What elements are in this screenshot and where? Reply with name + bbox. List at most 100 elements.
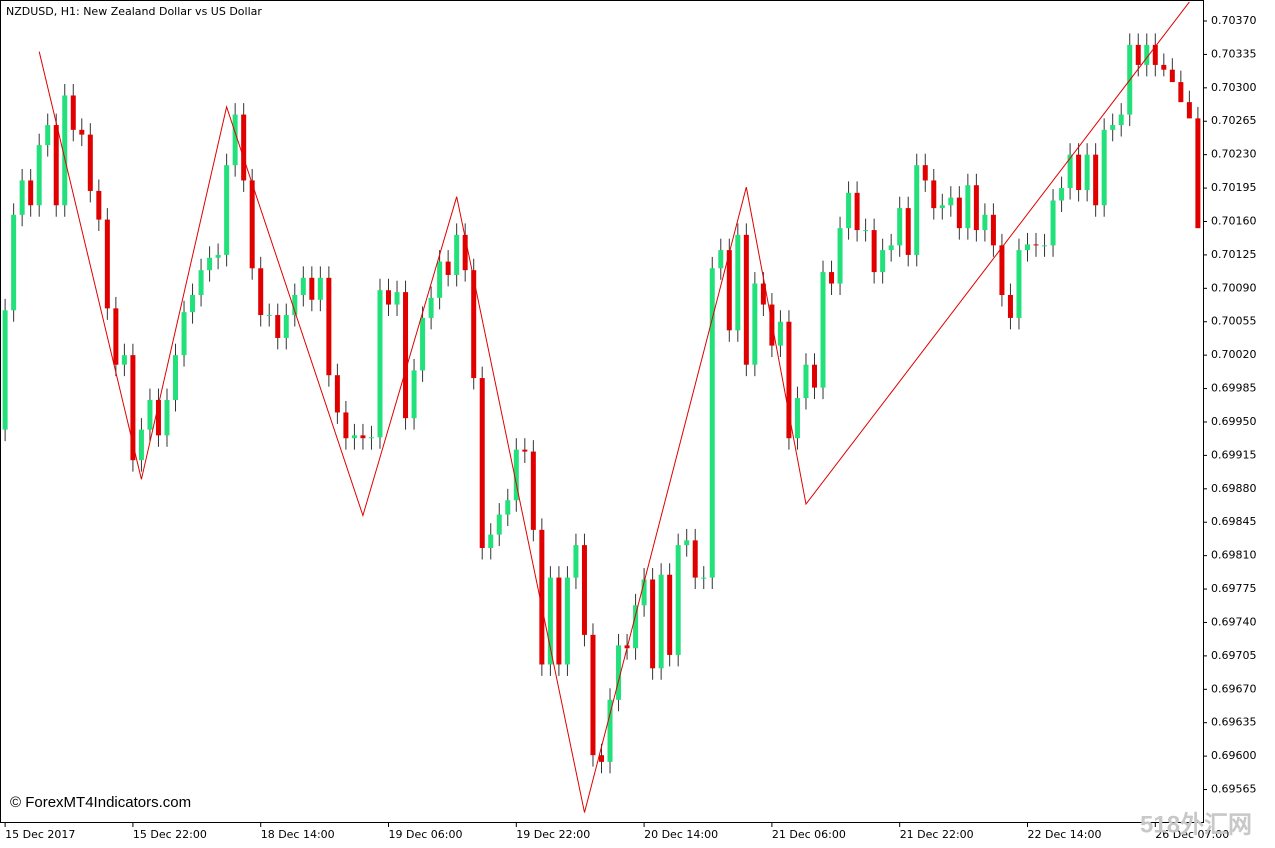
candle-body bbox=[641, 579, 647, 606]
candle-body bbox=[411, 370, 417, 419]
candle-body bbox=[334, 375, 340, 413]
candle-body bbox=[130, 355, 136, 461]
candle-body bbox=[1118, 114, 1124, 126]
candle-body bbox=[1067, 154, 1073, 189]
y-tick-label: 0.70265 bbox=[1211, 114, 1257, 127]
candle-body bbox=[488, 534, 494, 548]
candle-body bbox=[709, 268, 715, 578]
candle-body bbox=[999, 245, 1005, 296]
candle-body bbox=[215, 254, 221, 258]
candle-body bbox=[113, 308, 119, 365]
candle-body bbox=[1007, 295, 1013, 318]
candle-body bbox=[811, 364, 817, 388]
candle-body bbox=[53, 125, 59, 206]
candle-body bbox=[1033, 244, 1039, 246]
candle-body bbox=[173, 355, 179, 401]
candle-body bbox=[522, 449, 528, 452]
candle-body bbox=[786, 321, 792, 439]
candle-body bbox=[752, 283, 758, 365]
candle-body bbox=[36, 145, 42, 206]
candle-body bbox=[368, 437, 374, 439]
candle-body bbox=[829, 272, 835, 284]
y-tick-label: 0.70370 bbox=[1211, 14, 1257, 27]
candle-body bbox=[897, 208, 903, 246]
y-tick-label: 0.69915 bbox=[1211, 448, 1257, 461]
x-tick-label: 21 Dec 06:00 bbox=[772, 828, 846, 841]
candle-body bbox=[326, 277, 332, 376]
candle-body bbox=[1110, 125, 1116, 130]
chart-title: NZDUSD, H1: New Zealand Dollar vs US Dol… bbox=[6, 5, 262, 18]
candle-body bbox=[181, 312, 187, 356]
candle-body bbox=[249, 180, 255, 269]
candle-body bbox=[360, 435, 366, 439]
candle-body bbox=[377, 290, 383, 438]
x-tick-label: 18 Dec 14:00 bbox=[261, 828, 335, 841]
y-tick-label: 0.70055 bbox=[1211, 315, 1257, 328]
candle-body bbox=[232, 114, 238, 166]
y-tick-label: 0.69985 bbox=[1211, 382, 1257, 395]
candle-body bbox=[982, 214, 988, 231]
candle-body bbox=[616, 645, 622, 700]
candle-body bbox=[386, 290, 392, 305]
y-tick-label: 0.70195 bbox=[1211, 181, 1257, 194]
candle-body bbox=[45, 125, 51, 146]
candle-body bbox=[590, 634, 596, 756]
y-tick-label: 0.69950 bbox=[1211, 415, 1257, 428]
candle-body bbox=[599, 755, 604, 762]
plot-frame bbox=[0, 0, 1204, 823]
candle-body bbox=[2, 310, 8, 430]
candle-body bbox=[479, 378, 485, 548]
candle-body bbox=[445, 261, 451, 275]
candle-body bbox=[692, 540, 698, 578]
y-tick-label: 0.69810 bbox=[1211, 549, 1257, 562]
candle-body bbox=[1059, 188, 1065, 201]
candle-body bbox=[837, 228, 843, 284]
y-tick-label: 0.70300 bbox=[1211, 81, 1257, 94]
candle-body bbox=[905, 208, 911, 255]
x-tick-label: 19 Dec 06:00 bbox=[389, 828, 463, 841]
candle-body bbox=[437, 261, 443, 298]
candle-body bbox=[155, 400, 161, 436]
candle-body bbox=[1135, 44, 1141, 65]
candle-body bbox=[471, 270, 477, 379]
candle-body bbox=[743, 234, 749, 365]
candle-body bbox=[948, 197, 954, 206]
candle-body bbox=[505, 500, 511, 515]
candle-body bbox=[198, 270, 204, 296]
candle-body bbox=[403, 292, 409, 419]
candle-body bbox=[667, 574, 673, 655]
y-tick-label: 0.69565 bbox=[1211, 783, 1257, 796]
candle-body bbox=[1161, 64, 1167, 70]
x-tick-label: 20 Dec 14:00 bbox=[644, 828, 718, 841]
candle-body bbox=[1076, 154, 1082, 190]
candle-body bbox=[726, 250, 732, 331]
candle-body bbox=[266, 315, 272, 317]
candle-body bbox=[1169, 69, 1175, 83]
candle-body bbox=[190, 295, 196, 313]
candle-body bbox=[1178, 82, 1184, 103]
candle-body bbox=[11, 214, 17, 311]
candle-body bbox=[607, 699, 613, 762]
candle-body bbox=[701, 577, 707, 579]
y-tick-label: 0.70090 bbox=[1211, 281, 1257, 294]
candle-body bbox=[275, 315, 281, 338]
candle-body bbox=[1186, 102, 1192, 119]
candle-body bbox=[718, 250, 724, 269]
candle-body bbox=[573, 545, 579, 578]
candle-body bbox=[965, 185, 971, 229]
candle-body bbox=[258, 268, 264, 316]
candle-body bbox=[1084, 154, 1090, 190]
candle-body bbox=[820, 272, 826, 388]
candle-body bbox=[351, 435, 357, 439]
candle-body bbox=[684, 540, 690, 546]
candle-body bbox=[956, 197, 962, 229]
candle-body bbox=[1152, 44, 1158, 65]
y-tick-label: 0.70230 bbox=[1211, 148, 1257, 161]
candle-body bbox=[990, 214, 996, 246]
y-tick-label: 0.69600 bbox=[1211, 749, 1257, 762]
y-tick-label: 0.69880 bbox=[1211, 482, 1257, 495]
x-tick-label: 26 Dec 07:00 bbox=[1155, 828, 1229, 841]
candle-body bbox=[1016, 250, 1022, 318]
x-tick-label: 21 Dec 22:00 bbox=[900, 828, 974, 841]
